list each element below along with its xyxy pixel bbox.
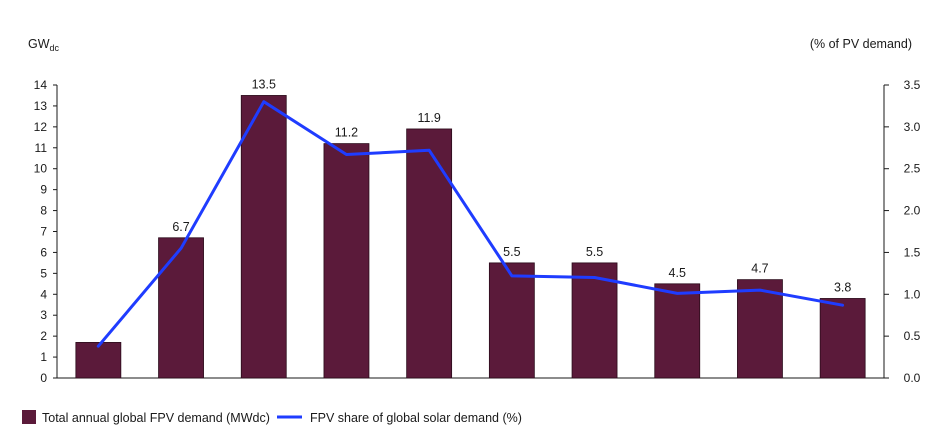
bar-data-label: 5.5 [586, 245, 603, 259]
bar-data-label: 13.5 [252, 77, 276, 91]
bar [571, 262, 618, 379]
bar [406, 128, 453, 379]
right-tick-label: 2.5 [904, 162, 921, 176]
bar [323, 143, 370, 379]
left-tick-label: 7 [40, 225, 47, 239]
left-axis-title: GWdc [28, 37, 60, 53]
bar [488, 262, 535, 379]
left-tick-label: 2 [40, 329, 47, 343]
bar-data-label: 5.5 [503, 245, 520, 259]
right-tick-label: 0.5 [904, 329, 921, 343]
left-tick-label: 9 [40, 183, 47, 197]
legend-label-line: FPV share of global solar demand (%) [310, 411, 522, 425]
bar-data-label: 4.5 [669, 266, 686, 280]
right-tick-label: 1.5 [904, 245, 921, 259]
left-tick-label: 1 [40, 350, 47, 364]
left-tick-label: 12 [34, 120, 48, 134]
bar-data-label: 6.7 [172, 220, 189, 234]
left-tick-label: 14 [34, 78, 48, 92]
left-tick-label: 6 [40, 245, 47, 259]
legend-label-bar: Total annual global FPV demand (MWdc) [42, 411, 270, 425]
left-tick-label: 4 [40, 287, 47, 301]
data-labels: 6.7 13.5 11.2 11.9 5.5 5.5 4.5 4.7 3.8 [172, 77, 851, 294]
right-tick-label: 3.0 [904, 120, 921, 134]
right-axis: 0.0 0.5 1.0 1.5 2.0 2.5 3.0 3.5 [883, 78, 921, 385]
left-tick-label: 13 [34, 99, 48, 113]
legend-swatch-bar [22, 410, 36, 424]
share-line [96, 100, 845, 348]
left-tick-label: 10 [34, 162, 48, 176]
left-axis-title-sub: dc [50, 43, 60, 53]
right-tick-label: 1.0 [904, 287, 921, 301]
right-axis-title: (% of PV demand) [810, 37, 912, 51]
bar-data-label: 11.2 [335, 126, 358, 140]
right-tick-label: 2.0 [904, 204, 921, 218]
bar-data-label: 4.7 [751, 262, 768, 276]
bar [654, 283, 701, 379]
bar [819, 298, 866, 379]
bar-data-label: 11.9 [417, 111, 440, 125]
bar-series [75, 95, 866, 379]
bar-data-label: 3.8 [834, 280, 851, 294]
bar [737, 279, 783, 379]
left-tick-label: 11 [35, 141, 48, 155]
line-series [96, 100, 845, 348]
bar [75, 342, 122, 379]
left-axis-title-main: GW [28, 37, 50, 51]
bar [240, 95, 287, 379]
legend: Total annual global FPV demand (MWdc) FP… [22, 410, 522, 425]
left-tick-label: 0 [40, 371, 47, 385]
left-tick-label: 8 [40, 204, 47, 218]
right-tick-label: 3.5 [904, 78, 921, 92]
left-tick-label: 5 [40, 266, 47, 280]
left-tick-label: 3 [40, 308, 47, 322]
right-tick-label: 0.0 [904, 371, 921, 385]
bar [158, 237, 204, 379]
